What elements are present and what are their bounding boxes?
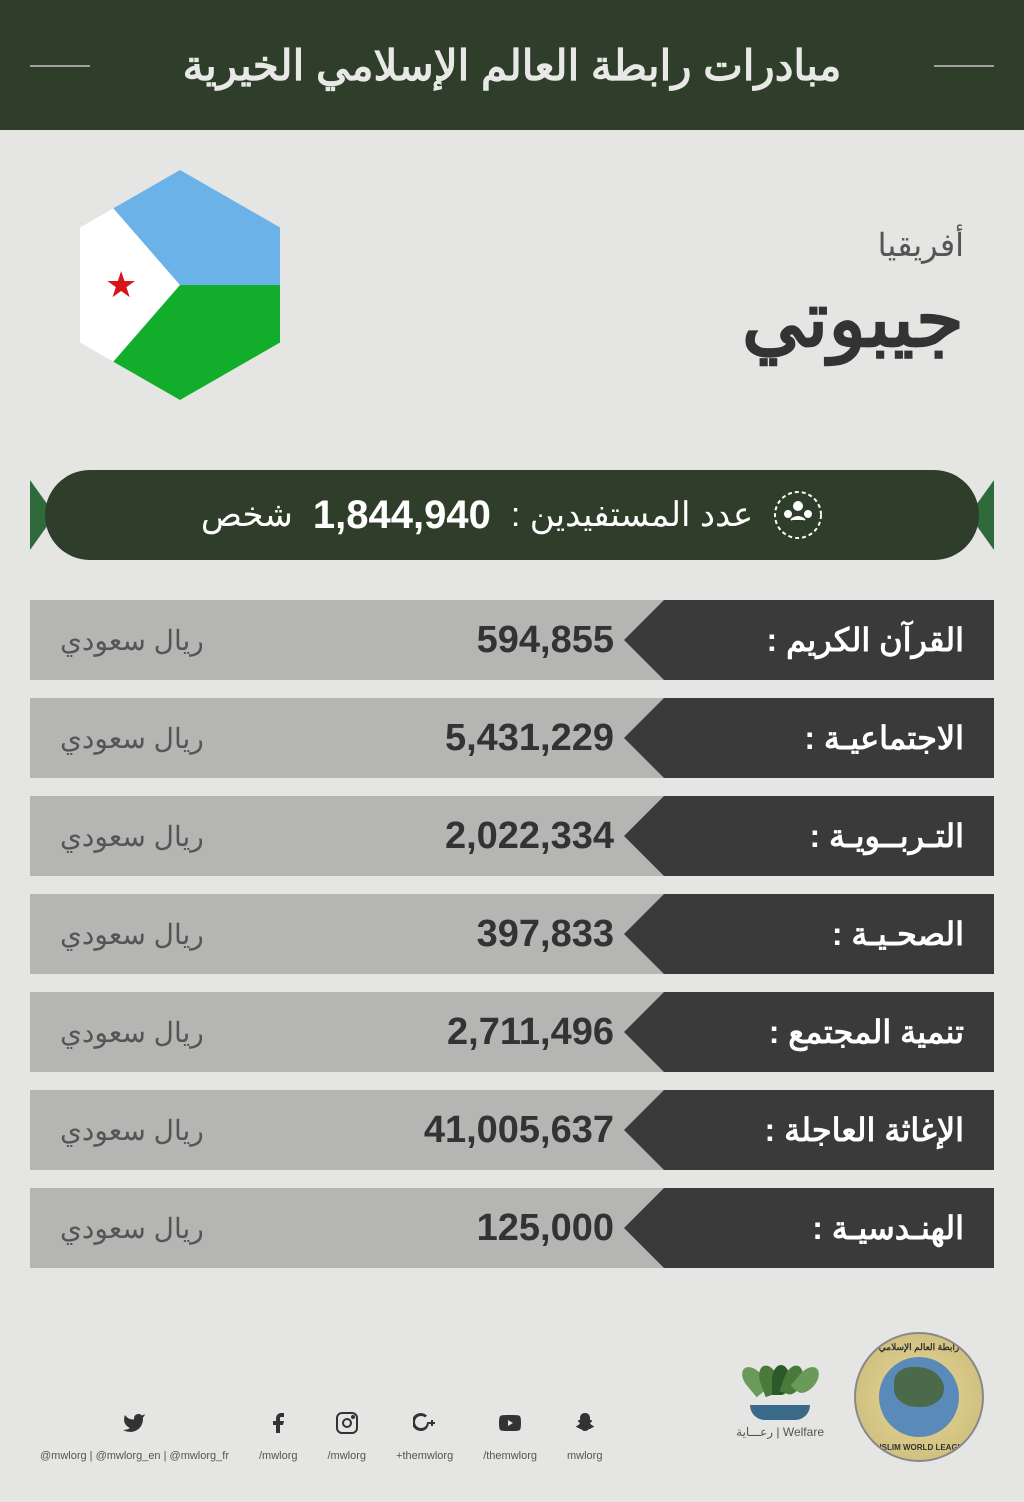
flag-hexagon: ★ (60, 170, 280, 420)
category-label: الإغاثة العاجلة : (664, 1090, 994, 1170)
social-handle: /themwlorg (483, 1450, 537, 1462)
welfare-logo: Welfare | رعـــاية (736, 1355, 824, 1439)
category-amount: 594,855 (477, 619, 614, 662)
category-label: الصحـيـة : (664, 894, 994, 974)
social-handle: /mwlorg (259, 1450, 298, 1462)
social-item-snapchat: mwlorg (567, 1411, 602, 1462)
beneficiaries-count: 1,844,940 (313, 493, 491, 538)
category-amount: 397,833 (477, 913, 614, 956)
footer-logos: رابطة العالم الإسلامي MUSLIM WORLD LEAGU… (736, 1332, 984, 1462)
category-amount: 41,005,637 (424, 1109, 614, 1152)
category-value-cell: 41,005,637 ريال سعودي (30, 1090, 664, 1170)
instagram-icon (335, 1411, 359, 1442)
category-row: الهنـدسيـة : 125,000 ريال سعودي (30, 1188, 994, 1268)
twitter-icon (122, 1411, 146, 1442)
header-line-right (934, 65, 994, 67)
social-item-gplus: +themwlorg (396, 1411, 453, 1462)
category-value-cell: 2,711,496 ريال سعودي (30, 992, 664, 1072)
social-handle: /mwlorg (328, 1450, 367, 1462)
category-value-cell: 125,000 ريال سعودي (30, 1188, 664, 1268)
category-row: الاجتماعيـة : 5,431,229 ريال سعودي (30, 698, 994, 778)
category-label: الهنـدسيـة : (664, 1188, 994, 1268)
header-line-left (30, 65, 90, 67)
category-row: الإغاثة العاجلة : 41,005,637 ريال سعودي (30, 1090, 994, 1170)
beneficiaries-label: عدد المستفيدين : (511, 495, 753, 535)
category-value-cell: 594,855 ريال سعودي (30, 600, 664, 680)
header-title: مبادرات رابطة العالم الإسلامي الخيرية (183, 41, 842, 90)
category-currency: ريال سعودي (60, 918, 204, 951)
social-item-facebook: /mwlorg (259, 1411, 298, 1462)
youtube-icon (498, 1411, 522, 1442)
country-text-block: أفريقيا جيبوتي (742, 226, 964, 365)
category-value-cell: 397,833 ريال سعودي (30, 894, 664, 974)
social-handle: @mwlorg | @mwlorg_en | @mwlorg_fr (40, 1450, 229, 1462)
social-item-twitter: @mwlorg | @mwlorg_en | @mwlorg_fr (40, 1411, 229, 1462)
footer: رابطة العالم الإسلامي MUSLIM WORLD LEAGU… (0, 1302, 1024, 1502)
category-currency: ريال سعودي (60, 820, 204, 853)
welfare-leaves-icon (740, 1355, 820, 1405)
category-currency: ريال سعودي (60, 1212, 204, 1245)
region-label: أفريقيا (742, 226, 964, 264)
category-label: التـربــويـة : (664, 796, 994, 876)
facebook-icon (266, 1411, 290, 1442)
social-handle: mwlorg (567, 1450, 602, 1462)
welfare-label: Welfare | رعـــاية (736, 1425, 824, 1439)
social-item-youtube: /themwlorg (483, 1411, 537, 1462)
mwl-logo-english: MUSLIM WORLD LEAGUE (869, 1443, 969, 1452)
category-amount: 2,711,496 (447, 1011, 614, 1054)
category-currency: ريال سعودي (60, 1114, 204, 1147)
country-section: أفريقيا جيبوتي ★ (0, 130, 1024, 450)
header-banner: مبادرات رابطة العالم الإسلامي الخيرية (0, 0, 1024, 130)
category-label: تنمية المجتمع : (664, 992, 994, 1072)
globe-icon (879, 1357, 959, 1437)
category-label: القرآن الكريم : (664, 600, 994, 680)
category-rows: القرآن الكريم : 594,855 ريال سعودي الاجت… (0, 600, 1024, 1268)
category-amount: 5,431,229 (445, 717, 614, 760)
people-icon (773, 490, 823, 540)
flag-star-icon: ★ (105, 264, 137, 306)
social-icons: @mwlorg | @mwlorg_en | @mwlorg_fr /mwlor… (40, 1411, 602, 1462)
snapchat-icon (573, 1411, 597, 1442)
category-value-cell: 5,431,229 ريال سعودي (30, 698, 664, 778)
category-currency: ريال سعودي (60, 624, 204, 657)
category-value-cell: 2,022,334 ريال سعودي (30, 796, 664, 876)
category-currency: ريال سعودي (60, 722, 204, 755)
category-row: تنمية المجتمع : 2,711,496 ريال سعودي (30, 992, 994, 1072)
beneficiaries-bar: عدد المستفيدين : 1,844,940 شخص (30, 470, 994, 560)
category-amount: 2,022,334 (445, 815, 614, 858)
social-handle: +themwlorg (396, 1450, 453, 1462)
category-currency: ريال سعودي (60, 1016, 204, 1049)
category-row: التـربــويـة : 2,022,334 ريال سعودي (30, 796, 994, 876)
gplus-icon (413, 1411, 437, 1442)
beneficiaries-unit: شخص (201, 495, 293, 535)
mwl-logo-arabic: رابطة العالم الإسلامي (879, 1342, 960, 1353)
beneficiaries-pill: عدد المستفيدين : 1,844,940 شخص (45, 470, 979, 560)
category-row: الصحـيـة : 397,833 ريال سعودي (30, 894, 994, 974)
category-amount: 125,000 (477, 1207, 614, 1250)
mwl-logo: رابطة العالم الإسلامي MUSLIM WORLD LEAGU… (854, 1332, 984, 1462)
country-name: جيبوتي (742, 274, 964, 365)
welfare-hand-icon (750, 1405, 810, 1420)
category-label: الاجتماعيـة : (664, 698, 994, 778)
social-item-instagram: /mwlorg (328, 1411, 367, 1462)
category-row: القرآن الكريم : 594,855 ريال سعودي (30, 600, 994, 680)
